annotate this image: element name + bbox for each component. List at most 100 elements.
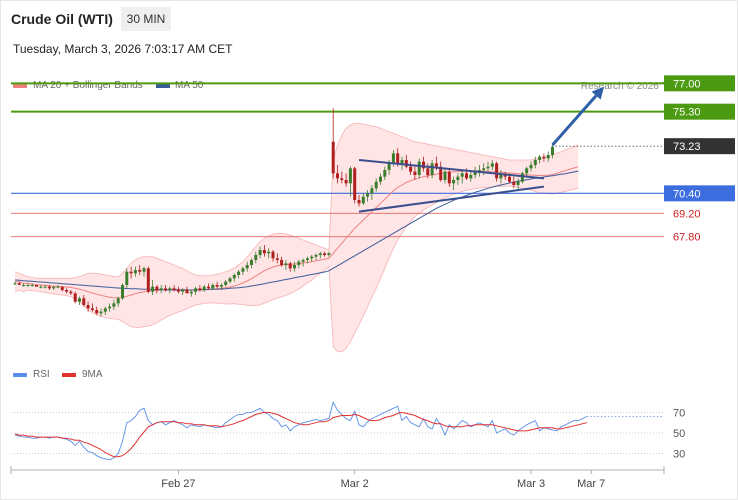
candle-body: [447, 171, 451, 184]
candle-body: [482, 168, 486, 170]
candle: [344, 173, 348, 187]
candle: [422, 156, 425, 172]
candle-body: [133, 270, 137, 274]
candle: [340, 171, 344, 184]
candle-body: [465, 173, 468, 179]
candle-body: [211, 285, 215, 289]
candle-body: [78, 298, 81, 302]
candle: [512, 176, 516, 189]
candle-body: [52, 286, 56, 289]
candle: [379, 173, 382, 185]
candle-body: [361, 196, 365, 204]
candle-body: [47, 286, 51, 289]
candle-body: [26, 285, 30, 286]
candle-body: [13, 283, 17, 285]
candle-body: [512, 181, 516, 185]
candle: [305, 256, 309, 264]
candle: [551, 145, 554, 159]
target-arrow-shaft: [551, 94, 598, 146]
candle: [495, 161, 499, 182]
rsi-ma-line: [14, 411, 588, 458]
candle-body: [194, 288, 198, 292]
candle-body: [228, 278, 232, 282]
candle: [133, 266, 137, 277]
candle: [47, 285, 51, 290]
candle-body: [546, 155, 550, 159]
candle-body: [293, 265, 296, 269]
candle-body: [336, 173, 339, 179]
candle: [207, 283, 210, 290]
rsi-ma-legend-label: 9MA: [82, 369, 103, 380]
candle-body: [374, 181, 378, 189]
timeframe-button[interactable]: 30 MIN: [121, 7, 171, 31]
candle-body: [207, 286, 210, 289]
candle-body: [301, 260, 305, 262]
candle-body: [275, 258, 279, 260]
triangle-pattern: [358, 86, 605, 213]
level-tag-bg-70.40: [664, 185, 735, 202]
candle-body: [409, 166, 413, 172]
candle: [353, 166, 357, 204]
candle-body: [542, 156, 546, 159]
candle: [86, 301, 90, 312]
level-tag-70.40: 70.40: [673, 188, 701, 200]
candle: [331, 108, 335, 179]
chart-header: Crude Oil (WTI) 30 MIN: [0, 0, 736, 38]
ma50-legend-label: MA 50: [175, 80, 204, 91]
candle-body: [65, 290, 69, 292]
candle-body: [245, 265, 249, 269]
candle: [520, 171, 524, 184]
candle-body: [297, 261, 301, 265]
candle-body: [391, 153, 395, 164]
candle-body: [267, 251, 271, 254]
time-tick-label: Mar 2: [341, 478, 369, 490]
candle-body: [490, 163, 494, 167]
candle-body: [473, 171, 477, 175]
candle-body: [176, 290, 180, 292]
candle-body: [189, 291, 193, 294]
candle-body: [551, 146, 554, 155]
candle-body: [146, 268, 150, 292]
candle-body: [417, 161, 421, 175]
time-tick-label: Mar 3: [517, 478, 545, 490]
candle-body: [241, 268, 245, 272]
price-levels: [11, 82, 664, 238]
candle-body: [125, 271, 129, 285]
candle: [219, 283, 223, 290]
last-price-tag: 73.23: [673, 141, 701, 153]
candle-body: [30, 285, 34, 286]
candle-body: [56, 286, 60, 288]
candle: [258, 246, 262, 259]
candle-body: [116, 298, 120, 304]
candle-body: [520, 173, 524, 182]
candle: [17, 281, 21, 285]
candle: [490, 160, 494, 170]
candle: [78, 296, 81, 305]
candle-body: [439, 166, 443, 180]
candle: [271, 250, 275, 262]
candle-body: [503, 175, 507, 177]
candle: [168, 286, 172, 294]
candle: [533, 156, 537, 169]
candle: [267, 248, 271, 259]
level-tag-bg-73.23: [664, 138, 735, 155]
candle: [151, 280, 155, 295]
candle: [301, 258, 305, 267]
candle: [546, 151, 550, 162]
candle-body: [370, 188, 374, 194]
candle: [164, 285, 167, 292]
candle: [35, 285, 38, 287]
candle-body: [215, 285, 219, 287]
candle: [318, 251, 322, 259]
rsi-ma-legend-swatch: [62, 373, 76, 377]
candle: [529, 161, 533, 172]
time-tick-label: Mar 7: [577, 478, 605, 490]
candle: [262, 245, 266, 257]
candle: [275, 253, 279, 264]
candle-body: [499, 175, 503, 179]
candle: [245, 261, 249, 272]
candle: [121, 283, 124, 300]
candle: [73, 291, 77, 304]
instrument-title: Crude Oil (WTI): [11, 11, 113, 27]
